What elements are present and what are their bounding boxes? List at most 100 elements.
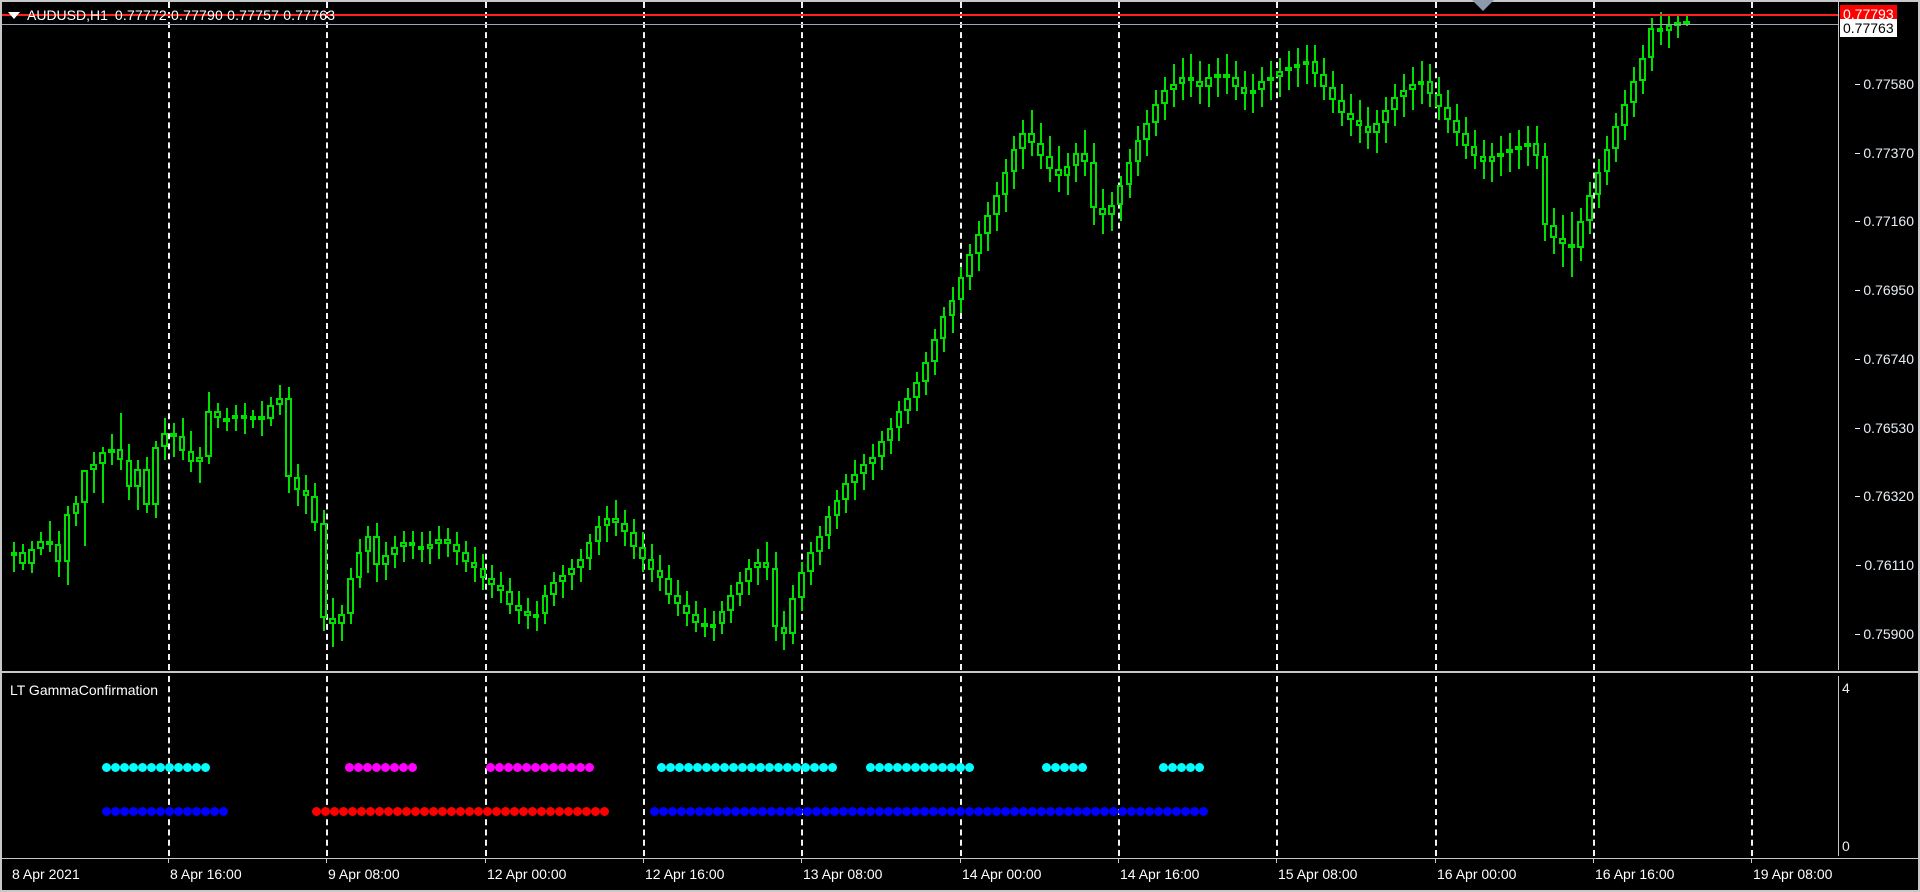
candle-body [1435,93,1443,107]
indicator-dot-upper [756,763,765,772]
time-tick-mark [1276,858,1277,863]
candlestick [532,2,541,670]
candlestick [674,2,683,670]
time-tick-mark [643,858,644,863]
grid-line-vertical [168,2,170,670]
candle-body [258,416,266,421]
candle-body [346,578,354,615]
candlestick [1019,2,1028,670]
candlestick [116,2,125,670]
indicator-subwindow[interactable]: LT GammaConfirmation [2,676,1838,856]
indicator-dot-upper [120,763,129,772]
indicator-dot-lower [210,807,219,816]
candlestick [815,2,824,670]
candle-body [364,535,372,553]
candle-body [1258,80,1266,91]
indicator-dot-lower [974,807,983,816]
candlestick [196,2,205,670]
candlestick [1302,2,1311,670]
indicator-dot-lower [1019,807,1028,816]
candle-body [1453,119,1460,133]
indicator-dot-lower [546,807,555,816]
indicator-dot-upper [558,763,567,772]
candle-body [975,234,982,255]
time-tick-mark [1593,858,1594,863]
price-tick-label: 0.76530 [1855,420,1914,436]
time-tick-label: 19 Apr 08:00 [1753,866,1833,882]
candle-body [355,552,363,579]
time-axis[interactable]: 8 Apr 2021 8 Apr 16:00 9 Apr 08:00 12 Apr 0… [2,858,1918,890]
candlestick [1470,2,1479,670]
candlestick [1603,2,1612,670]
indicator-dot-lower [1055,807,1064,816]
indicator-dot-lower [1082,807,1091,816]
candlestick [284,2,293,670]
candle-body [1426,80,1434,94]
indicator-dot-lower [956,807,965,816]
candle-body [992,195,1000,215]
indicator-dot-upper [657,763,666,772]
indicator-dot-lower [722,807,731,816]
indicator-dot-lower [111,807,120,816]
price-axis[interactable]: 0.77580 0.77370 0.77160 0.76950 0.76740 0.765… [1838,2,1918,670]
candle-wick [1686,15,1689,26]
candlestick [975,2,984,670]
indicator-dot-lower [510,807,519,816]
candle-body [869,457,876,464]
candlestick [807,2,816,670]
time-tick-label: 9 Apr 08:00 [328,866,400,882]
candlestick [107,2,116,670]
candle-body [1488,155,1496,163]
candlestick [1665,2,1674,670]
indicator-dot-lower [1073,807,1082,816]
indicator-axis[interactable]: 4 0 [1838,676,1918,856]
candlestick [559,2,568,670]
grid-line-vertical [643,676,645,856]
indicator-dot-upper [801,763,810,772]
candle-body [1364,126,1372,133]
indicator-dot-upper [765,763,774,772]
indicator-dot-lower [129,807,138,816]
indicator-dot-lower [528,807,537,816]
indicator-dot-upper [486,763,495,772]
candlestick [541,2,550,670]
candlestick [683,2,692,670]
candle-body [745,568,752,582]
indicator-dot-lower [920,807,929,816]
candlestick [1001,2,1010,670]
candlestick [28,2,37,670]
candlestick [37,2,46,670]
candlestick [585,2,594,670]
candlestick [1523,2,1532,670]
candle-body [391,547,398,556]
candle-body [1585,195,1593,222]
time-tick-label: 8 Apr 16:00 [170,866,242,882]
indicator-dot-lower [375,807,384,816]
indicator-dot-lower [1064,807,1073,816]
pane-separator[interactable] [2,671,1918,673]
indicator-dot-upper [729,763,738,772]
candle-body [638,547,646,559]
collapse-triangle-icon[interactable] [8,11,20,19]
candlestick [1258,2,1267,670]
indicator-dot-upper [1060,763,1069,772]
candlestick [745,2,754,670]
indicator-dot-lower [429,807,438,816]
indicator-dot-upper [495,763,504,772]
indicator-dot-upper [1168,763,1177,772]
indicator-dot-upper [549,763,558,772]
candlestick [222,2,231,670]
indicator-dot-upper [1078,763,1087,772]
time-tick-mark [960,858,961,863]
price-chart-pane[interactable] [2,2,1838,670]
indicator-dot-upper [1186,763,1195,772]
candle-body [1276,70,1283,78]
time-tick-label: 14 Apr 16:00 [1120,866,1200,882]
candle-body [1249,90,1257,95]
candlestick [1674,2,1683,670]
time-tick-label: 8 Apr 2021 [12,866,80,882]
grid-line-vertical [1276,676,1278,856]
candle-body [1338,100,1345,114]
candlestick [1391,2,1400,670]
candle-body [1125,162,1133,186]
